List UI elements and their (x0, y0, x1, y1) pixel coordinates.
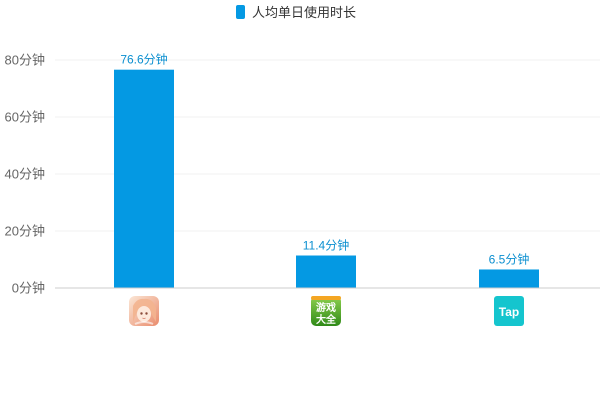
legend[interactable]: 人均单日使用时长 (236, 5, 356, 20)
y-tick-label: 60分钟 (5, 110, 45, 125)
y-tick-label: 80分钟 (5, 53, 45, 68)
taptap-icon-text: Tap (499, 305, 519, 319)
y-tick-label: 40分钟 (5, 167, 45, 182)
data-labels-layer: 76.6分钟 11.4分钟 6.5分钟 (120, 52, 529, 267)
legend-swatch (236, 5, 245, 19)
youxi-icon-text-bottom: 大全 (316, 313, 337, 326)
bar[interactable] (296, 255, 356, 288)
y-axis: 0分钟 20分钟 40分钟 60分钟 80分钟 (5, 53, 45, 296)
youxi-icon-text-top: 游戏 (316, 301, 336, 314)
legend-label: 人均单日使用时长 (252, 5, 356, 20)
anime-game-app-icon (129, 296, 159, 326)
taptap-app-icon: Tap (494, 296, 524, 326)
bars-layer (114, 69, 539, 288)
bar[interactable] (479, 269, 539, 288)
y-tick-label: 20分钟 (5, 224, 45, 239)
y-tick-label: 0分钟 (12, 281, 45, 296)
bar[interactable] (114, 69, 174, 288)
bar-data-label: 6.5分钟 (489, 251, 530, 266)
bar-data-label: 11.4分钟 (303, 238, 349, 253)
youxi-daquan-app-icon: 游戏 大全 (311, 296, 341, 326)
bar-data-label: 76.6分钟 (120, 52, 167, 67)
